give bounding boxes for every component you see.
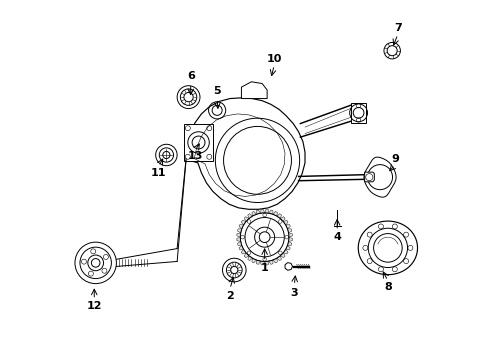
Polygon shape [237,233,241,237]
Polygon shape [252,211,256,216]
Polygon shape [280,253,285,258]
Polygon shape [265,261,269,265]
Polygon shape [286,224,291,229]
Polygon shape [242,82,267,99]
Text: 2: 2 [226,291,234,301]
Polygon shape [248,214,252,219]
Polygon shape [237,237,241,241]
Polygon shape [283,220,288,225]
Polygon shape [280,217,285,221]
Text: 11: 11 [151,168,166,178]
Polygon shape [288,229,292,233]
Polygon shape [244,253,249,258]
Polygon shape [252,258,256,263]
Polygon shape [288,241,292,246]
Polygon shape [241,220,246,225]
Polygon shape [285,262,293,270]
Polygon shape [256,210,260,214]
Polygon shape [269,260,273,264]
Polygon shape [273,258,277,263]
Text: 1: 1 [261,262,269,273]
Polygon shape [358,221,417,275]
Polygon shape [269,210,273,214]
Text: 12: 12 [87,301,102,311]
Polygon shape [244,217,249,221]
Polygon shape [239,246,244,250]
Polygon shape [260,209,265,213]
Polygon shape [239,224,244,229]
Polygon shape [265,209,269,213]
Polygon shape [277,256,282,261]
Polygon shape [289,237,293,241]
Polygon shape [273,211,277,216]
Polygon shape [351,103,367,123]
Text: 8: 8 [384,282,392,292]
Text: 4: 4 [333,232,341,242]
Text: 3: 3 [291,288,298,297]
Text: 13: 13 [188,151,203,161]
Text: 9: 9 [391,154,399,163]
Bar [184,124,213,161]
Polygon shape [365,172,374,182]
Polygon shape [364,157,396,197]
Polygon shape [286,246,291,250]
Text: 6: 6 [187,71,195,81]
Polygon shape [256,260,260,264]
Polygon shape [248,256,252,261]
Text: 7: 7 [394,23,402,33]
Polygon shape [277,214,282,219]
Polygon shape [238,229,242,233]
Text: 5: 5 [213,86,221,96]
Text: 10: 10 [267,54,282,64]
Polygon shape [238,241,242,246]
Polygon shape [241,249,246,254]
Polygon shape [260,261,265,265]
Polygon shape [289,233,293,237]
Polygon shape [283,249,288,254]
Polygon shape [186,98,305,209]
